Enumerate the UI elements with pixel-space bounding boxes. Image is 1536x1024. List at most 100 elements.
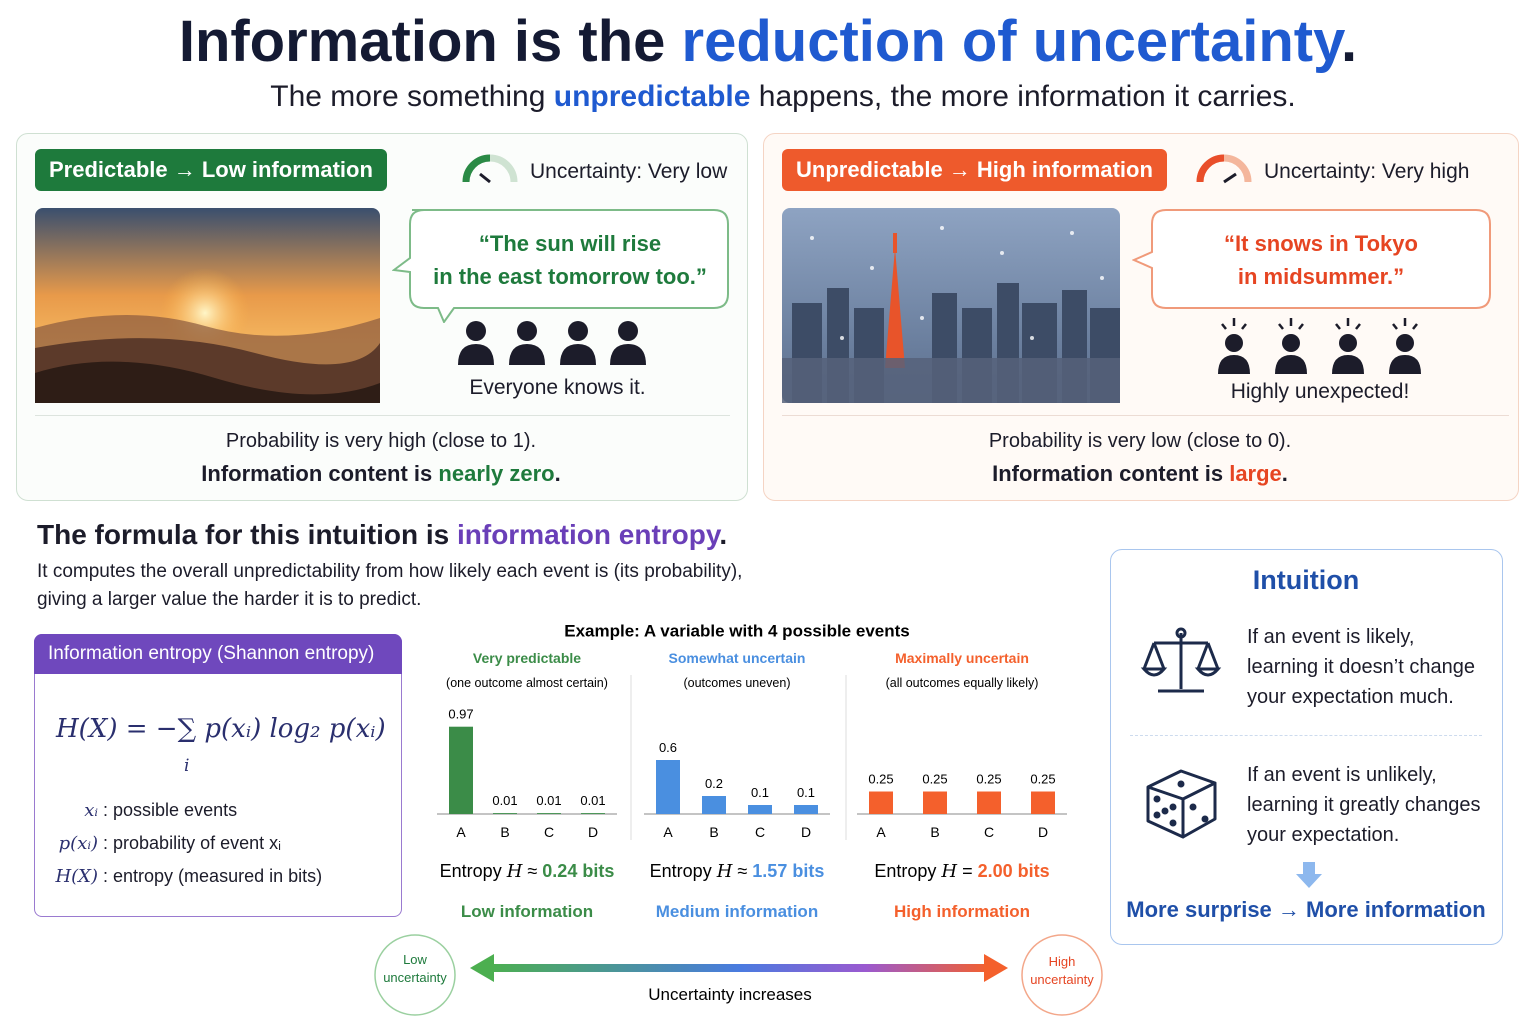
value-label: 0.25 [1030, 772, 1055, 787]
information-level: High information [894, 902, 1030, 921]
legend-row: H(X) : entropy (measured in bits) [50, 860, 322, 893]
divider [1130, 735, 1482, 736]
people-icons [458, 321, 646, 365]
entropy-prefix: Entropy [440, 861, 507, 881]
intuition-line: learning it doesn’t change [1247, 656, 1475, 678]
badge: Predictable → Low information [35, 149, 387, 191]
intuition-line: your expectation. [1247, 824, 1400, 846]
title: Information is the reduction of uncertai… [0, 8, 1536, 75]
entropy-symbol: H [506, 861, 523, 882]
entropy-relation: = [957, 861, 978, 881]
dice-icon [1146, 769, 1217, 839]
intuition-line: If an event is unlikely, [1247, 764, 1437, 786]
legend-symbol: p(xᵢ) [58, 833, 98, 854]
subtitle-highlight: unpredictable [553, 80, 751, 113]
legend-symbol: xᵢ [84, 800, 98, 821]
high-circle [1021, 934, 1103, 1016]
entropy-prefix: Entropy [874, 861, 941, 881]
category-label: B [709, 824, 718, 840]
intuition-line: If an event is likely, [1247, 626, 1415, 648]
speech-bubble [1132, 209, 1491, 309]
legend-text: : entropy (measured in bits) [103, 866, 323, 886]
quote-line: in the east tomorrow too.” [433, 264, 707, 289]
gauge [462, 154, 518, 184]
entropy-value: 0.24 bits [542, 861, 614, 881]
example-charts: Example: A variable with 4 possible even… [437, 621, 1067, 921]
category-label: B [500, 824, 509, 840]
high-label: High [1049, 954, 1076, 969]
title-highlight: reduction of uncertainty [681, 9, 1342, 74]
subtitle-text: The more something [270, 80, 554, 113]
category-label: D [801, 824, 811, 840]
legend-text: : possible events [103, 800, 238, 820]
chart-title: Very predictable [473, 650, 581, 666]
scale-axis-label: Uncertainty increases [648, 985, 811, 1004]
bar [794, 805, 818, 814]
bar [869, 791, 893, 814]
quote-line: “It snows in Tokyo [1224, 231, 1418, 256]
sum-index: i [184, 756, 190, 776]
section-heading: The formula for this intuition is inform… [37, 519, 727, 551]
intuition-conclusion: More surprise → More information [1126, 897, 1486, 922]
value-label: 0.01 [536, 793, 561, 808]
category-label: C [755, 824, 765, 840]
quote: “It snows in Tokyo in midsummer.” [1152, 227, 1490, 293]
intuition-text: If an event is likely, learning it doesn’… [1247, 622, 1475, 712]
value-label: 0.01 [580, 793, 605, 808]
scale-bar [490, 964, 990, 972]
entropy: Entropy H = 2.00 bits [874, 861, 1049, 882]
entropy-symbol: H [716, 861, 733, 882]
intuition-title: Intuition [1252, 565, 1360, 595]
value-label: 0.01 [492, 793, 517, 808]
low-label: Low [403, 952, 427, 967]
info-content: Information content is large. [763, 461, 1517, 487]
value-label: 0.25 [922, 772, 947, 787]
bar [537, 813, 561, 814]
value-label: 0.97 [448, 707, 473, 722]
info-text: . [554, 461, 561, 486]
value-label: 0.1 [751, 785, 769, 800]
uncertainty-scale: Low uncertainty Uncertainty increases [374, 934, 1008, 1016]
bar [493, 813, 517, 814]
title-text: . [1341, 9, 1358, 74]
high-marker: High uncertainty [1021, 934, 1103, 1016]
information-level: Low information [461, 902, 593, 921]
entropy-symbol: H [940, 861, 957, 882]
chart-subtitle: (one outcome almost certain) [446, 676, 608, 690]
value-label: 0.1 [797, 785, 815, 800]
intuition-box [1110, 549, 1503, 945]
info-text: . [1281, 461, 1288, 486]
people-caption: Highly unexpected! [1230, 380, 1410, 403]
subtitle: The more something unpredictable happens… [0, 80, 1536, 114]
entropy-relation: ≈ [732, 861, 752, 881]
people-caption: Everyone knows it. [469, 376, 646, 399]
chart-title: Somewhat uncertain [669, 650, 806, 666]
info-text: Information content is [201, 461, 439, 486]
bar [581, 813, 605, 814]
bar [923, 791, 947, 814]
quote-line: in midsummer.” [1237, 264, 1405, 289]
entropy-value: 2.00 bits [978, 861, 1050, 881]
title-text: Information is the [178, 9, 682, 74]
info-text: Information content is [992, 461, 1230, 486]
category-label: C [544, 824, 554, 840]
entropy-prefix: Entropy [650, 861, 717, 881]
heading-text: . [719, 519, 728, 550]
scale-icon [1140, 627, 1222, 693]
heading-highlight: information entropy [457, 519, 720, 550]
chart-title: Maximally uncertain [895, 650, 1029, 666]
arrow-head [470, 954, 494, 982]
information-level: Medium information [656, 902, 818, 921]
entropy-relation: ≈ [522, 861, 542, 881]
entropy-value: 1.57 bits [752, 861, 824, 881]
entropy: Entropy H ≈ 1.57 bits [650, 861, 825, 882]
category-label: A [663, 824, 673, 840]
category-label: A [456, 824, 466, 840]
people-icons [1218, 318, 1421, 374]
example-title: Example: A variable with 4 possible even… [564, 621, 909, 640]
category-label: C [984, 824, 994, 840]
formula: H(X) = −∑ p(xᵢ) log₂ p(xᵢ) [56, 714, 386, 744]
gauge-label: Uncertainty: Very high [1264, 160, 1470, 183]
tokyo-image [782, 208, 1120, 403]
bar [656, 760, 680, 814]
